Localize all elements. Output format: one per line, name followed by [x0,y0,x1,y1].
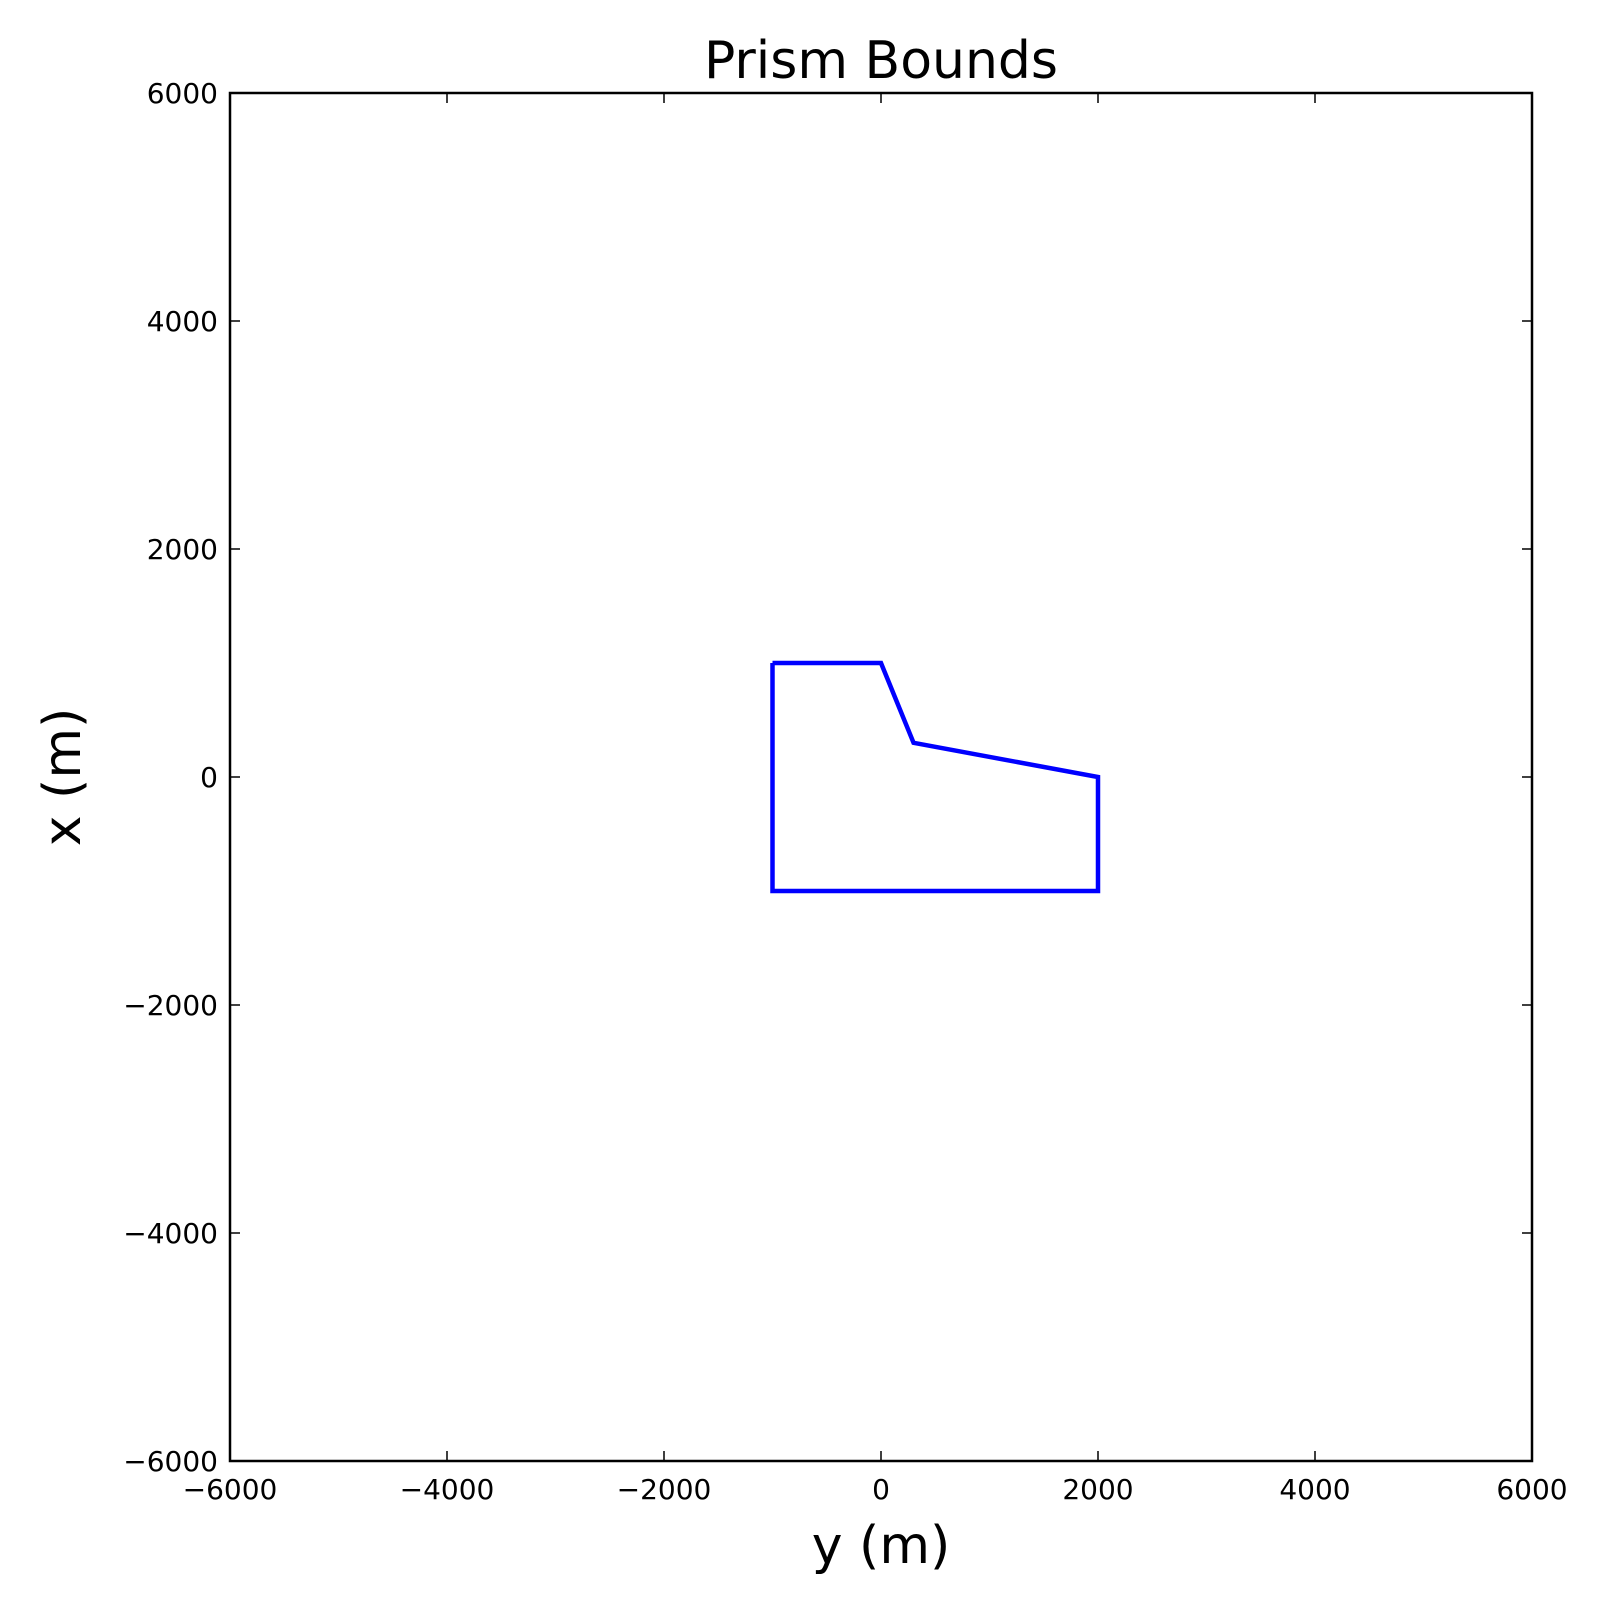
x-tick-label: −2000 [617,1473,712,1506]
y-tick-label: 2000 [147,533,218,566]
y-tick-label: 6000 [147,77,218,110]
axes-frame [228,91,1534,1463]
y-tick-label: 4000 [147,305,218,338]
x-tick-label: 6000 [1496,1473,1567,1506]
x-tick-label: 4000 [1279,1473,1350,1506]
y-tick-label: −2000 [123,989,218,1022]
x-tick-label: 0 [872,1473,890,1506]
y-tick-label: −6000 [123,1445,218,1478]
plot-area [770,660,1101,894]
series-line-0 [770,660,1101,894]
chart-title: Prism Bounds [704,31,1058,91]
x-tick-label: −6000 [183,1473,278,1506]
y-axis-label: x (m) [33,708,93,847]
y-tick-label: 0 [200,761,218,794]
x-tick-label: −4000 [400,1473,495,1506]
y-tick-label: −4000 [123,1217,218,1250]
x-tick-label: 2000 [1062,1473,1133,1506]
ticks: −6000 −4000 −2000 0 2000 4000 6000 −6000 −4000 −2… [123,77,1567,1506]
x-axis-label: y (m) [812,1516,951,1576]
